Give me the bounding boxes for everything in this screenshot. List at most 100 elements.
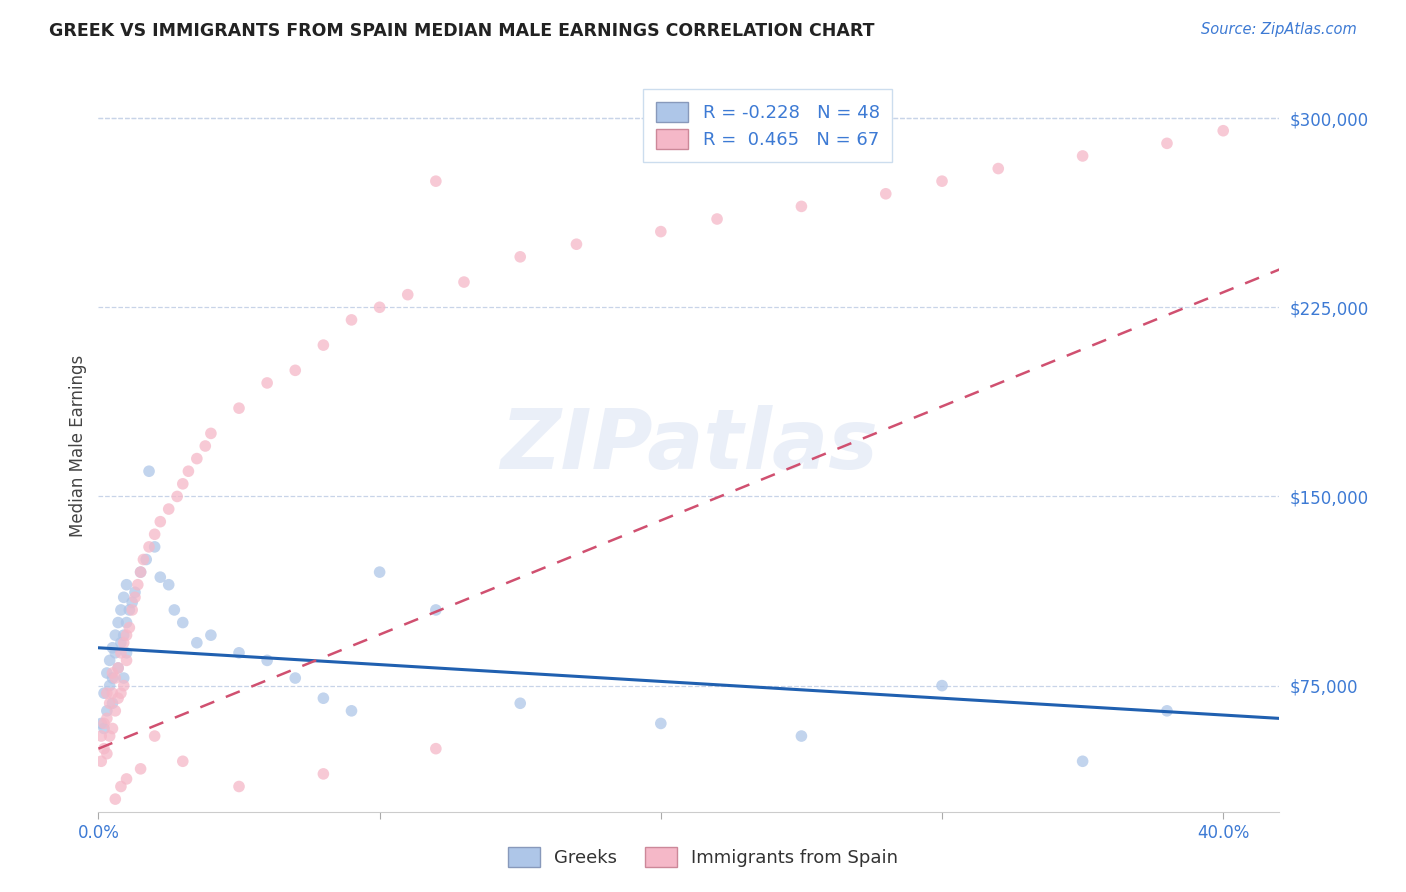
Point [115,615,138,630]
Point [110,686,132,700]
Point [107,661,129,675]
Point [425,174,447,188]
Point [101,722,124,736]
Point [172,754,194,768]
Point [110,780,132,794]
Point [98,679,121,693]
Point [93,686,115,700]
Point [112,591,135,605]
Point [129,565,152,579]
Point [1071,149,1094,163]
Point [96,747,118,761]
Point [96,704,118,718]
Point [118,603,141,617]
Point [121,595,143,609]
Point [107,691,129,706]
Point [790,729,813,743]
Point [101,671,124,685]
Legend: R = -0.228   N = 48, R =  0.465   N = 67: R = -0.228 N = 48, R = 0.465 N = 67 [644,89,893,161]
Point [96,665,118,680]
Point [172,476,194,491]
Point [135,552,157,566]
Point [340,313,363,327]
Point [163,603,186,617]
Point [98,696,121,710]
Point [284,363,307,377]
Point [425,603,447,617]
Point [228,401,250,416]
Point [256,376,278,390]
Point [396,287,419,301]
Point [143,540,166,554]
Point [124,591,146,605]
Point [340,704,363,718]
Point [509,696,531,710]
Point [368,300,391,314]
Point [987,161,1010,176]
Point [104,628,127,642]
Point [312,691,335,706]
Point [112,628,135,642]
Point [312,767,335,781]
Point [101,640,124,655]
Point [256,653,278,667]
Point [228,646,250,660]
Point [115,628,138,642]
Point [565,237,588,252]
Point [138,540,160,554]
Point [166,490,188,504]
Point [132,552,155,566]
Point [104,671,127,685]
Point [118,621,141,635]
Point [127,578,149,592]
Point [284,671,307,685]
Point [157,502,180,516]
Point [110,646,132,660]
Point [186,636,208,650]
Text: GREEK VS IMMIGRANTS FROM SPAIN MEDIAN MALE EARNINGS CORRELATION CHART: GREEK VS IMMIGRANTS FROM SPAIN MEDIAN MA… [49,22,875,40]
Point [200,628,222,642]
Point [129,565,152,579]
Point [115,653,138,667]
Point [101,686,124,700]
Point [172,615,194,630]
Y-axis label: Median Male Earnings: Median Male Earnings [69,355,87,537]
Point [107,615,129,630]
Point [110,636,132,650]
Point [368,565,391,579]
Point [98,653,121,667]
Point [112,671,135,685]
Point [931,679,953,693]
Point [121,603,143,617]
Point [107,661,129,675]
Point [115,646,138,660]
Point [90,716,112,731]
Point [228,780,250,794]
Point [101,696,124,710]
Point [186,451,208,466]
Point [124,585,146,599]
Point [1071,754,1094,768]
Point [200,426,222,441]
Point [790,199,813,213]
Point [149,570,172,584]
Point [90,729,112,743]
Point [509,250,531,264]
Point [98,729,121,743]
Point [129,762,152,776]
Point [115,772,138,786]
Point [143,527,166,541]
Point [1156,704,1178,718]
Point [93,722,115,736]
Point [149,515,172,529]
Point [96,711,118,725]
Point [104,792,127,806]
Point [157,578,180,592]
Point [90,754,112,768]
Point [143,729,166,743]
Legend: Greeks, Immigrants from Spain: Greeks, Immigrants from Spain [501,839,905,874]
Point [115,578,138,592]
Point [104,704,127,718]
Point [650,225,672,239]
Point [1212,124,1234,138]
